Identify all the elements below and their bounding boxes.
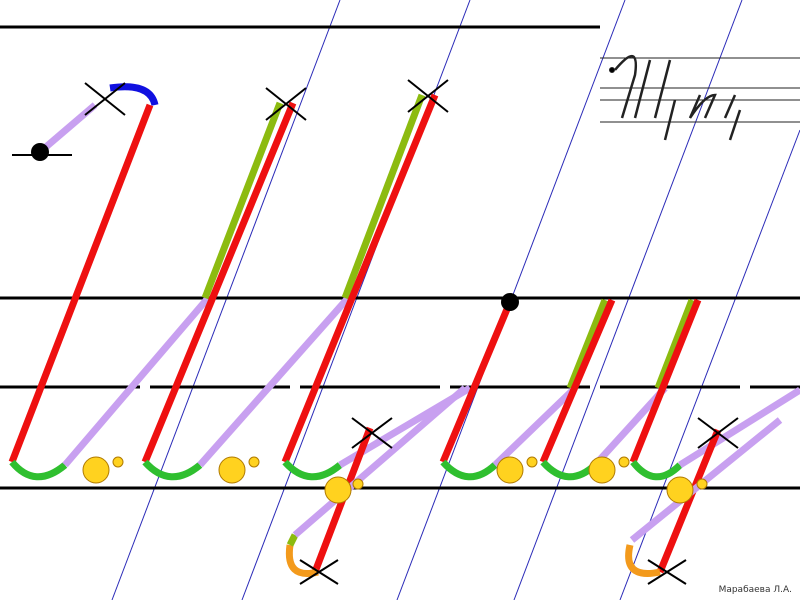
letter-strokes: [8, 83, 800, 577]
crosses: [12, 79, 739, 585]
dots: [31, 143, 519, 311]
author: Марабаева Л.А.: [719, 585, 792, 595]
smileys: [82, 456, 708, 504]
sample: [600, 55, 800, 141]
ruling: [0, 25, 800, 490]
